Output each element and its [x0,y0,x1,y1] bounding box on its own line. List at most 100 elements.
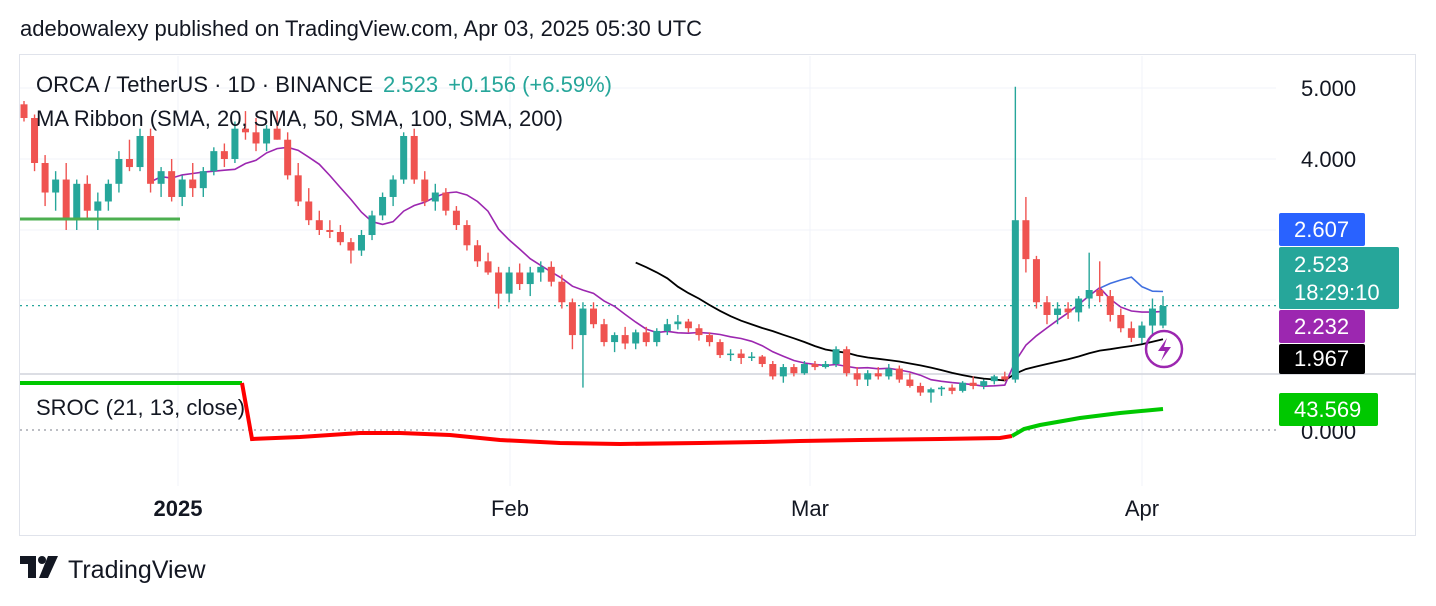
candles-group [20,86,1167,403]
candle-body [1011,220,1019,380]
candle-body [663,324,671,331]
candle-body [463,225,471,246]
candle-body [590,308,597,325]
candle-body [853,373,861,380]
candle-body [674,321,682,325]
chart-annotations [20,217,1184,369]
candle-body [263,128,271,144]
candle-body [1138,325,1146,338]
ma-ribbon-legend[interactable]: MA Ribbon (SMA, 20, SMA, 50, SMA, 100, S… [36,106,564,131]
candle-body [600,324,608,343]
candle-body [980,381,988,386]
candle-body [178,179,186,197]
sroc-legend[interactable]: SROC (21, 13, close) [36,395,246,420]
candle-body [1106,296,1114,315]
candle-body [874,373,882,377]
candle-body [94,201,102,211]
candle-body [305,201,313,221]
candle-body [241,128,249,133]
symbol-legend[interactable]: ORCA / TetherUS · 1D · BINANCE 2.523 +0.15… [36,72,612,98]
candle-body [210,151,218,172]
candle-body [642,332,650,343]
candle-body [442,192,450,211]
candle-body [969,382,977,386]
candle-body [864,373,872,380]
candle-body [938,387,946,390]
candle-body [632,332,640,344]
candle-body [1022,220,1030,260]
candle-body [1075,298,1083,313]
candle-body [526,272,534,285]
candle-body [832,349,840,365]
grid-lines [20,56,1416,486]
candle-body [706,335,714,343]
sma-100-path [635,261,1164,382]
candle-body [927,389,935,393]
candle-body [737,353,745,359]
candle-body [611,335,619,343]
candle-body [326,230,334,232]
tradingview-brand: TradingView [68,556,206,584]
candle-body [199,171,207,189]
candle-body [537,266,545,273]
candle-body [231,128,239,159]
candle-body [189,179,197,189]
candle-body [779,367,787,377]
last-price: 2.523 [383,72,439,97]
sma-50-line [1099,276,1164,293]
time-label-feb: Feb [491,496,529,521]
lightning-icon[interactable] [1144,329,1184,369]
candle-body [547,266,555,282]
candle-body [695,328,703,336]
candle-body [505,272,513,294]
candle-body [52,179,60,193]
sroc-positive-segment [1010,407,1164,438]
candle-body [484,261,492,273]
candle-body [125,159,133,168]
candle-body [1064,308,1072,313]
candle-body [115,159,123,184]
candle-body [1117,314,1125,329]
price-tick-5: 5.000 [1301,76,1357,101]
candle-body [1096,290,1104,297]
candle-body [400,135,408,180]
candle-body [1001,376,1009,380]
last-price-badge: 2.523 18:29:10 [1279,247,1399,309]
candle-body [410,135,418,180]
sma20-badge: 2.607 [1279,213,1365,246]
sma100-badge: 1.967 [1279,344,1365,374]
candle-body [473,245,481,262]
sma-20-path [150,146,1164,388]
candle-body [716,342,724,356]
time-label-apr: Apr [1124,496,1160,521]
candle-body [452,210,460,226]
last-price-badge-value: 2.523 [1294,252,1350,277]
tradingview-footer[interactable]: TradingView [20,556,206,585]
candle-body [20,104,28,119]
candle-body [1148,308,1156,326]
candle-body [252,132,260,144]
candle-body [822,364,830,368]
chart-frame [19,54,1416,536]
candle-body [579,308,587,336]
candle-body [1127,328,1135,338]
publisher-line: adebowalexy published on TradingView.com… [20,16,703,41]
candle-body [1043,302,1051,315]
candle-body [769,364,777,377]
countdown-timer: 18:29:10 [1294,280,1380,305]
candle-body [895,368,903,380]
candle-body [1159,306,1167,326]
candle-body [516,272,524,285]
candle-body [748,356,756,359]
candle-body [885,368,893,377]
time-label-mar: Mar [791,496,829,521]
candle-body [136,135,144,168]
time-label-2025: 2025 [153,496,203,521]
candle-body [315,220,323,230]
candle-body [379,196,387,216]
price-change: +0.156 (+6.59%) [448,72,612,97]
sma50-badge: 2.232 [1279,310,1365,343]
candle-body [758,356,766,365]
candle-body [220,151,228,159]
